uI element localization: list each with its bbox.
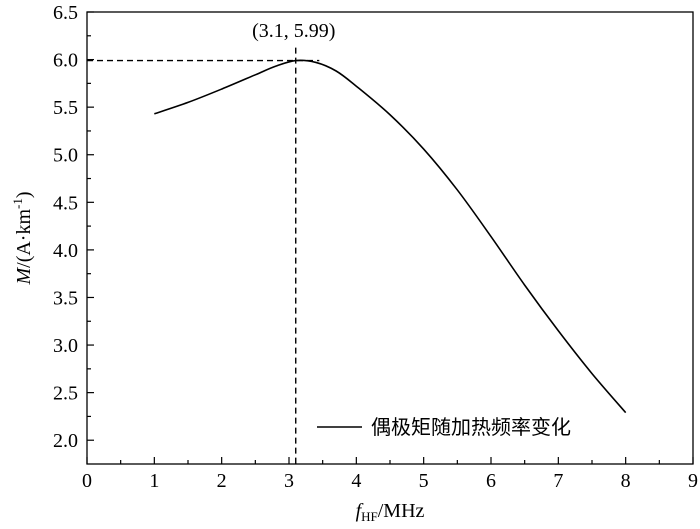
x-axis-title-unit: /MHz [378,500,425,522]
y-tick-label: 6.0 [53,50,78,72]
y-tick-label: 4.0 [53,240,78,262]
x-tick-label: 6 [486,470,496,492]
series-line [154,59,627,414]
x-tick-label: 1 [149,470,159,492]
plot-frame [86,11,694,465]
x-tick-label: 4 [351,470,361,492]
x-axis-title-sub: HF [361,509,378,524]
x-tick-label: 0 [82,470,92,492]
y-axis-title: M/(A·km-1) [10,191,35,285]
x-tick-label: 9 [688,470,698,492]
x-axis-title-main: f [356,500,364,522]
y-tick-label: 2.5 [53,383,78,405]
y-axis-title-unit-pre: /(A·km [13,209,35,268]
x-axis-title: fHF/MHz [356,500,425,524]
y-axis-title-sup: -1 [10,198,25,209]
legend-label: 偶极矩随加热频率变化 [371,415,571,439]
x-tick-label: 7 [553,470,563,492]
y-tick-label: 3.0 [53,335,78,357]
x-axis: 0 1 2 3 4 5 6 7 8 9 [82,457,698,492]
y-tick-label: 2.0 [53,430,78,452]
y-tick-label: 5.0 [53,145,78,167]
series-layer [154,59,627,414]
y-axis-title-main: M [13,267,35,286]
y-axis: 2.0 2.5 3.0 3.5 4.0 4.5 5.0 5.5 6.0 6.5 [53,2,94,452]
y-tick-label: 4.5 [53,192,78,214]
legend: 偶极矩随加热频率变化 [317,415,571,439]
y-axis-title-unit-post: ) [13,191,35,198]
reference-lines [87,47,320,464]
peak-annotation: (3.1, 5.99) [252,20,335,42]
x-tick-label: 3 [284,470,294,492]
y-tick-label: 3.5 [53,287,78,309]
x-tick-label: 5 [419,470,429,492]
x-tick-label: 2 [217,470,227,492]
x-tick-label: 8 [621,470,631,492]
y-tick-label: 6.5 [53,2,78,24]
y-tick-label: 5.5 [53,97,78,119]
